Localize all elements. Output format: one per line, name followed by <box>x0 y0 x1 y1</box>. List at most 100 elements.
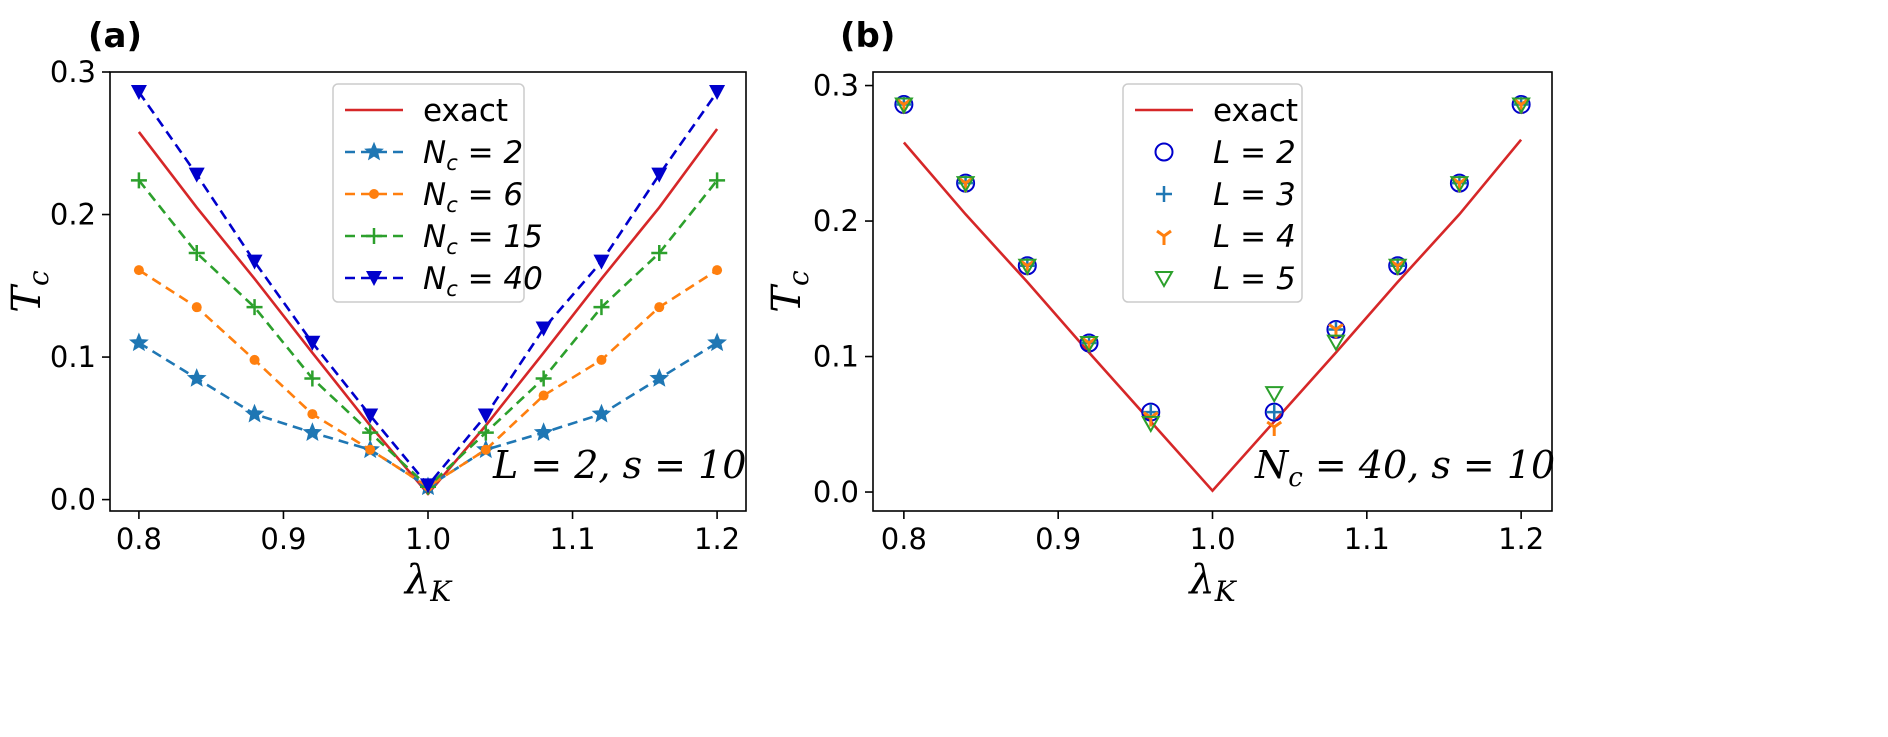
legend-item: Nc = 40 <box>345 261 543 301</box>
legend-item: Nc = 15 <box>345 219 543 259</box>
data-point <box>894 97 914 115</box>
data-point <box>1264 386 1284 404</box>
data-point <box>130 84 147 100</box>
data-point <box>130 172 147 189</box>
data-point <box>1449 176 1470 194</box>
data-point <box>191 302 202 313</box>
x-tick-label: 0.9 <box>1035 522 1081 556</box>
series-line <box>138 269 718 489</box>
y-tick-label: 0.2 <box>813 204 859 238</box>
y-axis-label: Tc <box>764 270 815 313</box>
data-point <box>593 299 610 316</box>
legend-marker <box>369 189 379 199</box>
legend-box <box>332 83 525 303</box>
data-point <box>1079 335 1099 354</box>
data-point <box>1511 97 1531 115</box>
data-point <box>246 299 263 316</box>
series-l-2 <box>894 95 1531 422</box>
data-point <box>649 368 670 387</box>
data-point <box>362 424 379 441</box>
data-point <box>420 478 436 494</box>
data-point <box>186 368 207 387</box>
series-exact <box>902 138 1523 493</box>
data-point <box>1017 258 1038 276</box>
legend-marker <box>1156 229 1172 245</box>
data-point <box>362 408 379 424</box>
data-point <box>307 409 318 420</box>
data-point <box>955 176 976 194</box>
data-point <box>533 422 554 441</box>
data-point <box>535 321 552 337</box>
legend-item: L = 3 <box>1156 177 1296 213</box>
data-point <box>651 167 668 183</box>
data-point <box>302 422 323 441</box>
legend-item: L = 2 <box>1154 135 1296 171</box>
data-point <box>249 354 260 365</box>
data-point <box>535 370 552 387</box>
data-point <box>188 167 205 183</box>
y-tick-label: 0.2 <box>50 198 96 232</box>
legend-item: L = 4 <box>1156 219 1296 255</box>
annotation: Nc = 40, s = 10 <box>1254 443 1555 493</box>
data-point <box>129 332 149 352</box>
legend-label: Nc = 15 <box>423 219 543 259</box>
data-point <box>654 302 665 313</box>
series-line <box>902 138 1523 493</box>
legend-item: Nc = 2 <box>345 135 523 175</box>
x-tick-label: 1.2 <box>694 522 740 556</box>
x-tick-label: 1.1 <box>549 522 595 556</box>
legend-marker <box>1154 142 1174 162</box>
data-point <box>1326 334 1346 352</box>
y-tick-label: 0.0 <box>50 483 96 517</box>
legend-label: Nc = 40 <box>423 261 543 301</box>
data-point <box>1264 402 1284 422</box>
y-tick-label: 0.3 <box>50 55 96 89</box>
data-point <box>707 332 727 352</box>
legend-item: L = 5 <box>1154 261 1296 297</box>
data-point <box>133 265 144 276</box>
x-tick-label: 1.0 <box>1189 522 1235 556</box>
data-point <box>1141 415 1161 433</box>
panel-b: 0.8 0.9 1.0 1.1 1.2 0.0 0.1 0.2 0.3 λK Tc (b) Nc = 4… <box>764 16 1555 608</box>
legend-label: exact <box>1213 93 1298 129</box>
data-point <box>1387 258 1408 276</box>
x-tick-label: 0.8 <box>881 522 927 556</box>
x-tick-label: 1.0 <box>405 522 451 556</box>
data-point <box>712 265 723 276</box>
series-n-c-40 <box>130 84 726 494</box>
data-point <box>365 444 376 455</box>
data-point <box>593 254 610 270</box>
y-axis-label: Tc <box>4 270 55 313</box>
x-axis-label: λK <box>403 557 453 608</box>
legend-label: exact <box>423 93 508 129</box>
legend-item: Nc = 6 <box>345 177 523 217</box>
legend-item: exact <box>345 93 508 129</box>
legend-label: L = 2 <box>1213 135 1296 171</box>
data-point <box>1266 420 1283 436</box>
panel-label: (b) <box>840 16 895 56</box>
legend-label: L = 5 <box>1213 261 1296 297</box>
data-point <box>709 84 726 100</box>
axes-frame <box>872 71 1553 512</box>
data-point <box>477 424 494 441</box>
x-axis-label: λK <box>1187 557 1237 608</box>
data-point <box>188 245 205 262</box>
panel-a: 0.8 0.9 1.0 1.1 1.2 0.0 0.1 0.2 0.3 λK Tc (a) L = 2,… <box>4 16 747 608</box>
y-tick-label: 0.3 <box>813 69 859 103</box>
data-point <box>1266 404 1283 421</box>
data-point <box>651 245 668 262</box>
data-point <box>304 335 321 351</box>
legend-box <box>1122 83 1303 303</box>
data-point <box>596 354 607 365</box>
data-point <box>1328 323 1344 339</box>
data-point <box>477 408 494 424</box>
x-tick-label: 1.1 <box>1344 522 1390 556</box>
legend-marker <box>1154 271 1174 289</box>
data-point <box>591 403 612 423</box>
data-point <box>304 370 321 387</box>
legend-marker <box>366 271 382 286</box>
y-tick-label: 0.1 <box>813 340 859 374</box>
x-tick-label: 0.9 <box>260 522 306 556</box>
